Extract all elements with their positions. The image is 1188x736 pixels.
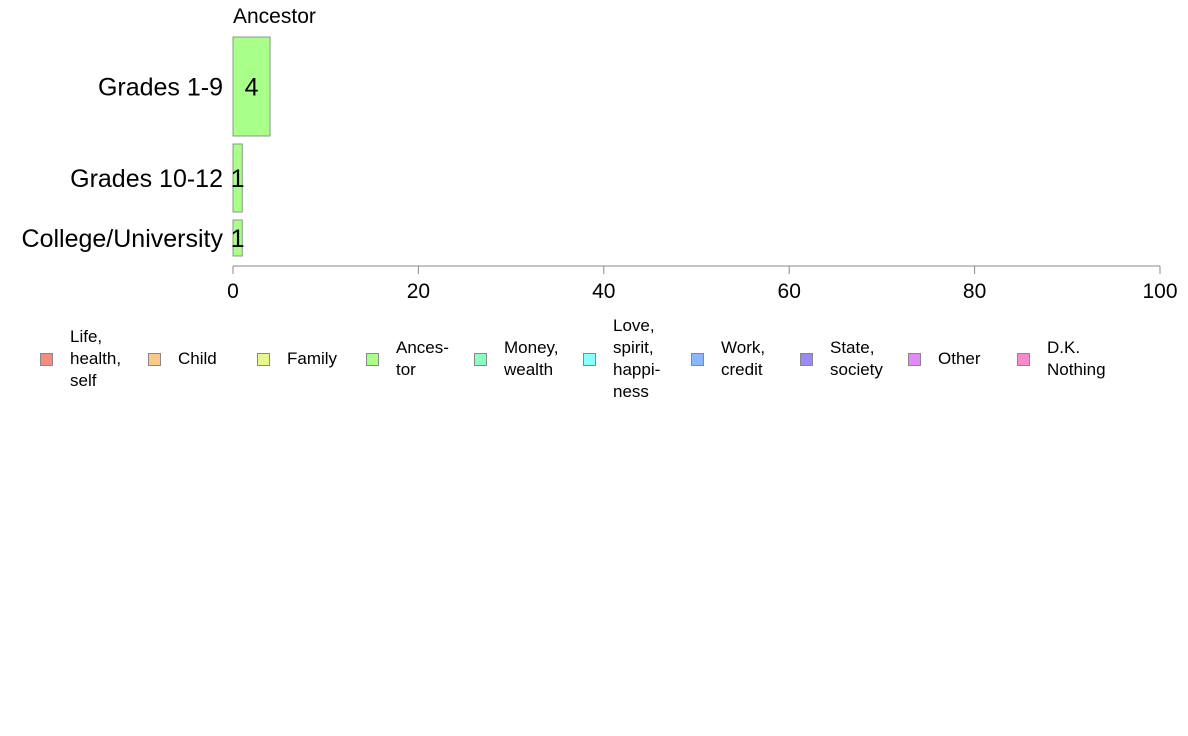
chart: Ancestor 4 1 1 Grades 1-9 Grades 10-12 Colle… (22, 5, 1178, 303)
x-tick-label: 60 (778, 280, 801, 303)
bars-group: 4 1 1 (231, 36, 271, 257)
category-labels: Grades 1-9 Grades 10-12 College/University (22, 74, 224, 254)
category-label: Grades 10-12 (70, 165, 223, 193)
x-tick-label: 0 (227, 280, 239, 303)
legend-swatch (40, 352, 53, 366)
x-axis: 0 20 40 60 80 100 (227, 265, 1178, 303)
legend-label: Money, wealth (504, 338, 559, 379)
legend-item: D.K. Nothing (1017, 314, 1106, 404)
x-tick-label: 40 (592, 280, 615, 303)
legend-label: Work, credit (721, 338, 766, 379)
legend-label: Love, spirit, happi- ness (613, 316, 661, 401)
legend-item: Work, credit (691, 314, 765, 404)
legend-label: Child (178, 349, 217, 368)
category-label: College/University (22, 225, 224, 253)
legend-swatch (1017, 352, 1030, 366)
legend-swatch (148, 352, 161, 366)
x-tick-label: 80 (963, 280, 986, 303)
legend-item: State, society (800, 314, 883, 404)
legend-item: Other (908, 314, 981, 404)
legend-swatch (366, 352, 379, 366)
legend-item: Money, wealth (474, 314, 559, 404)
legend-swatch (257, 352, 270, 366)
legend: Life, health, self Child Family Ances- tor M… (0, 314, 1188, 414)
legend-label: D.K. Nothing (1047, 338, 1106, 379)
legend-swatch (583, 352, 596, 366)
bar-value-label: 4 (245, 74, 259, 102)
bar-value-label: 1 (231, 225, 245, 253)
legend-item: Child (148, 314, 217, 404)
facet-title: Ancestor (233, 5, 316, 28)
legend-label: Life, health, self (70, 327, 122, 390)
legend-swatch (474, 352, 487, 366)
legend-swatch (908, 352, 921, 366)
legend-label: Other (938, 349, 981, 368)
legend-item: Love, spirit, happi- ness (583, 314, 660, 404)
legend-swatch (800, 352, 813, 366)
legend-swatch (691, 352, 704, 366)
legend-item: Ances- tor (366, 314, 449, 404)
legend-label: State, society (830, 338, 883, 379)
x-tick-label: 20 (407, 280, 430, 303)
bar (232, 219, 243, 257)
category-label: Grades 1-9 (98, 74, 223, 102)
legend-label: Ances- tor (396, 338, 449, 379)
bar (232, 36, 271, 137)
x-tick-label: 100 (1142, 280, 1177, 303)
legend-item: Life, health, self (40, 314, 121, 404)
legend-label: Family (287, 349, 338, 368)
legend-item: Family (257, 314, 337, 404)
bar (232, 143, 243, 213)
bar-value-label: 1 (231, 165, 245, 193)
